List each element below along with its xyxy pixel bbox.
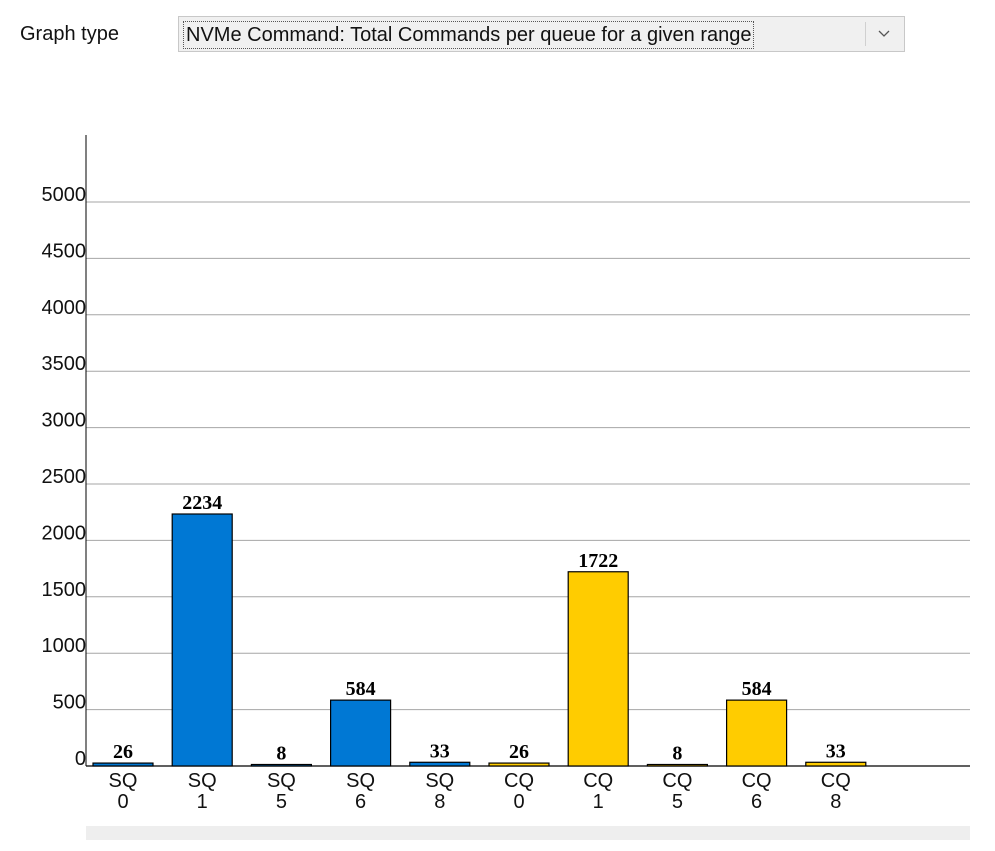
y-tick-label: 4000	[42, 297, 87, 319]
y-tick-label: 3000	[42, 410, 87, 432]
y-tick-label: 3500	[42, 353, 87, 375]
x-tick-label: SQ	[425, 770, 454, 792]
bar	[92, 762, 154, 767]
x-tick-label: CQ	[742, 770, 772, 792]
data-label: 1722	[578, 550, 618, 572]
chevron-down-icon[interactable]	[871, 23, 897, 45]
data-label: 26	[113, 741, 133, 763]
data-label: 8	[672, 743, 682, 765]
dropdown-divider	[865, 22, 866, 46]
x-tick-label: 6	[751, 791, 762, 813]
y-tick-label: 2000	[42, 522, 87, 544]
x-tick-label: 0	[117, 791, 128, 813]
x-tick-label: CQ	[583, 770, 613, 792]
x-tick-label: 0	[513, 791, 524, 813]
x-tick-label: CQ	[821, 770, 851, 792]
x-tick-label: 5	[276, 791, 287, 813]
x-tick-label: CQ	[662, 770, 692, 792]
data-label: 33	[826, 740, 846, 762]
data-label: 584	[346, 678, 376, 700]
y-tick-label: 1500	[42, 579, 87, 601]
bar	[488, 762, 550, 767]
bar	[171, 513, 233, 767]
graph-type-selected-value: NVMe Command: Total Commands per queue f…	[183, 21, 755, 49]
bar	[725, 699, 788, 767]
x-tick-label: SQ	[267, 770, 296, 792]
bar	[646, 763, 709, 767]
x-tick-label: SQ	[188, 770, 217, 792]
bar	[330, 699, 392, 767]
bar	[250, 763, 312, 767]
y-tick-label: 2500	[42, 466, 87, 488]
data-label: 8	[276, 743, 286, 765]
horizontal-scrollbar[interactable]	[86, 826, 970, 840]
graph-type-label: Graph type	[20, 23, 119, 45]
data-label: 26	[509, 741, 529, 763]
data-label: 584	[742, 678, 772, 700]
data-label: 2234	[182, 492, 222, 514]
x-tick-label: 6	[355, 791, 366, 813]
x-tick-label: CQ	[504, 770, 534, 792]
graph-type-dropdown[interactable]: NVMe Command: Total Commands per queue f…	[178, 16, 905, 52]
data-label: 33	[430, 740, 450, 762]
y-tick-label: 0	[75, 748, 86, 770]
y-tick-label: 1000	[42, 635, 87, 657]
x-tick-label: SQ	[109, 770, 138, 792]
x-tick-label: 8	[830, 791, 841, 813]
bar	[567, 571, 629, 767]
y-tick-label: 5000	[42, 184, 87, 206]
x-tick-label: 1	[593, 791, 604, 813]
bar	[805, 761, 867, 767]
bar	[409, 761, 471, 767]
y-tick-label: 4500	[42, 240, 87, 262]
x-tick-label: 8	[434, 791, 445, 813]
x-tick-label: SQ	[346, 770, 375, 792]
x-tick-label: 5	[672, 791, 683, 813]
x-tick-label: 1	[197, 791, 208, 813]
y-tick-label: 500	[53, 692, 86, 714]
